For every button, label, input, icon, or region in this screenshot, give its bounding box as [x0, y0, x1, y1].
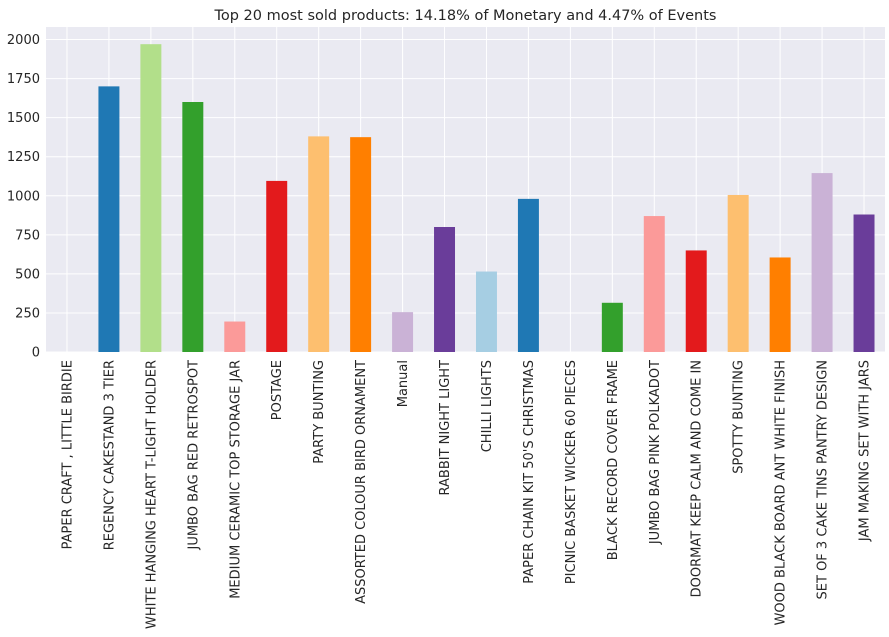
x-tick-label: PICNIC BASKET WICKER 60 PIECES [564, 360, 579, 584]
y-axis: 0 250 500 750 1000 1250 1500 1750 2000 [7, 33, 40, 361]
plot-background [46, 27, 885, 352]
bar [350, 137, 372, 352]
x-tick-label: MEDIUM CERAMIC TOP STORAGE JAR [228, 360, 243, 599]
bar [475, 271, 497, 352]
x-tick-label: SET OF 3 CAKE TINS PANTRY DESIGN [816, 360, 831, 599]
y-tick-label: 250 [15, 306, 40, 321]
x-tick-label: BLACK RECORD COVER FRAME [606, 360, 621, 560]
y-tick-label: 1750 [7, 72, 40, 87]
x-tick-label: JUMBO BAG RED RETROSPOT [186, 360, 201, 551]
bar [685, 250, 707, 352]
bar [517, 198, 539, 352]
bar [266, 180, 288, 352]
x-tick-label: ASSORTED COLOUR BIRD ORNAMENT [354, 360, 369, 604]
x-tick-label: PAPER CRAFT , LITTLE BIRDIE [60, 360, 75, 549]
x-tick-label: SPOTTY BUNTING [732, 360, 747, 474]
y-tick-label: 2000 [7, 33, 40, 48]
x-tick-label: DOORMAT KEEP CALM AND COME IN [690, 360, 705, 597]
x-tick-label: WHITE HANGING HEART T-LIGHT HOLDER [144, 360, 159, 629]
y-tick-label: 750 [15, 228, 40, 243]
bars [98, 44, 875, 352]
x-tick-label: PAPER CHAIN KIT 50'S CHRISTMAS [522, 360, 537, 584]
x-tick-label: PARTY BUNTING [312, 360, 327, 464]
bar [224, 321, 246, 352]
y-tick-label: 1500 [7, 111, 40, 126]
x-tick-label: REGENCY CAKESTAND 3 TIER [102, 360, 117, 550]
bar [643, 216, 665, 352]
bar [140, 44, 162, 352]
y-tick-label: 1250 [7, 150, 40, 165]
x-tick-label: WOOD BLACK BOARD ANT WHITE FINISH [774, 360, 789, 625]
bar [769, 257, 791, 352]
x-tick-label: CHILLI LIGHTS [480, 360, 495, 452]
bar [308, 136, 330, 352]
y-tick-label: 1000 [7, 189, 40, 204]
x-tick-label: Manual [396, 360, 411, 407]
y-tick-label: 500 [15, 267, 40, 282]
bar [434, 227, 456, 352]
y-tick-label: 0 [32, 346, 40, 361]
x-axis: PAPER CRAFT , LITTLE BIRDIE REGENCY CAKES… [60, 360, 872, 629]
x-tick-label: JAM MAKING SET WITH JARS [858, 360, 873, 542]
x-tick-label: POSTAGE [270, 360, 285, 420]
chart-title: Top 20 most sold products: 14.18% of Mon… [213, 8, 716, 24]
bar [727, 194, 749, 352]
bar [392, 312, 414, 352]
bar [601, 302, 623, 352]
bar [98, 86, 120, 352]
x-tick-label: RABBIT NIGHT LIGHT [438, 360, 453, 496]
bar [182, 102, 204, 352]
bar [853, 214, 875, 352]
bar [811, 173, 833, 352]
x-tick-label: JUMBO BAG PINK POLKADOT [648, 360, 663, 545]
